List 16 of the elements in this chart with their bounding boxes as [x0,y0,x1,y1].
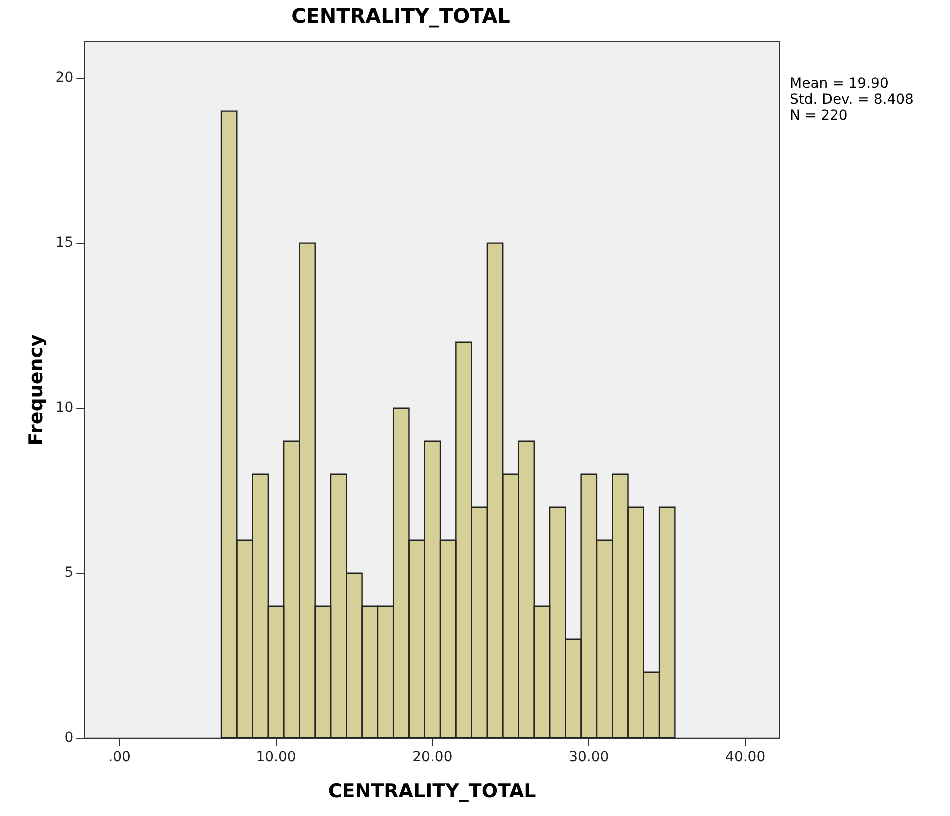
y-tick-label: 10 [56,400,74,416]
x-axis-title: CENTRALITY_TOTAL [328,780,536,803]
x-tick-label: 40.00 [726,749,766,766]
y-tick-label: 15 [56,234,74,251]
text: N = 220 [790,108,849,124]
text: Std. Dev. = 8.408 [790,92,914,108]
y-tick-label: 5 [64,565,74,582]
y-tick-label: 20 [56,70,74,86]
chart-title: CENTRALITY_TOTAL [292,4,511,28]
x-tick-label: 10.00 [256,749,296,766]
x-tick-label: .00 [108,749,131,766]
x-tick-label: 20.00 [412,749,453,766]
y-axis-title: Frequency [25,334,48,446]
text: Mean = 19.90 [790,76,890,92]
y-tick-label: 0 [64,730,74,746]
x-tick-label: 30.00 [569,749,610,766]
